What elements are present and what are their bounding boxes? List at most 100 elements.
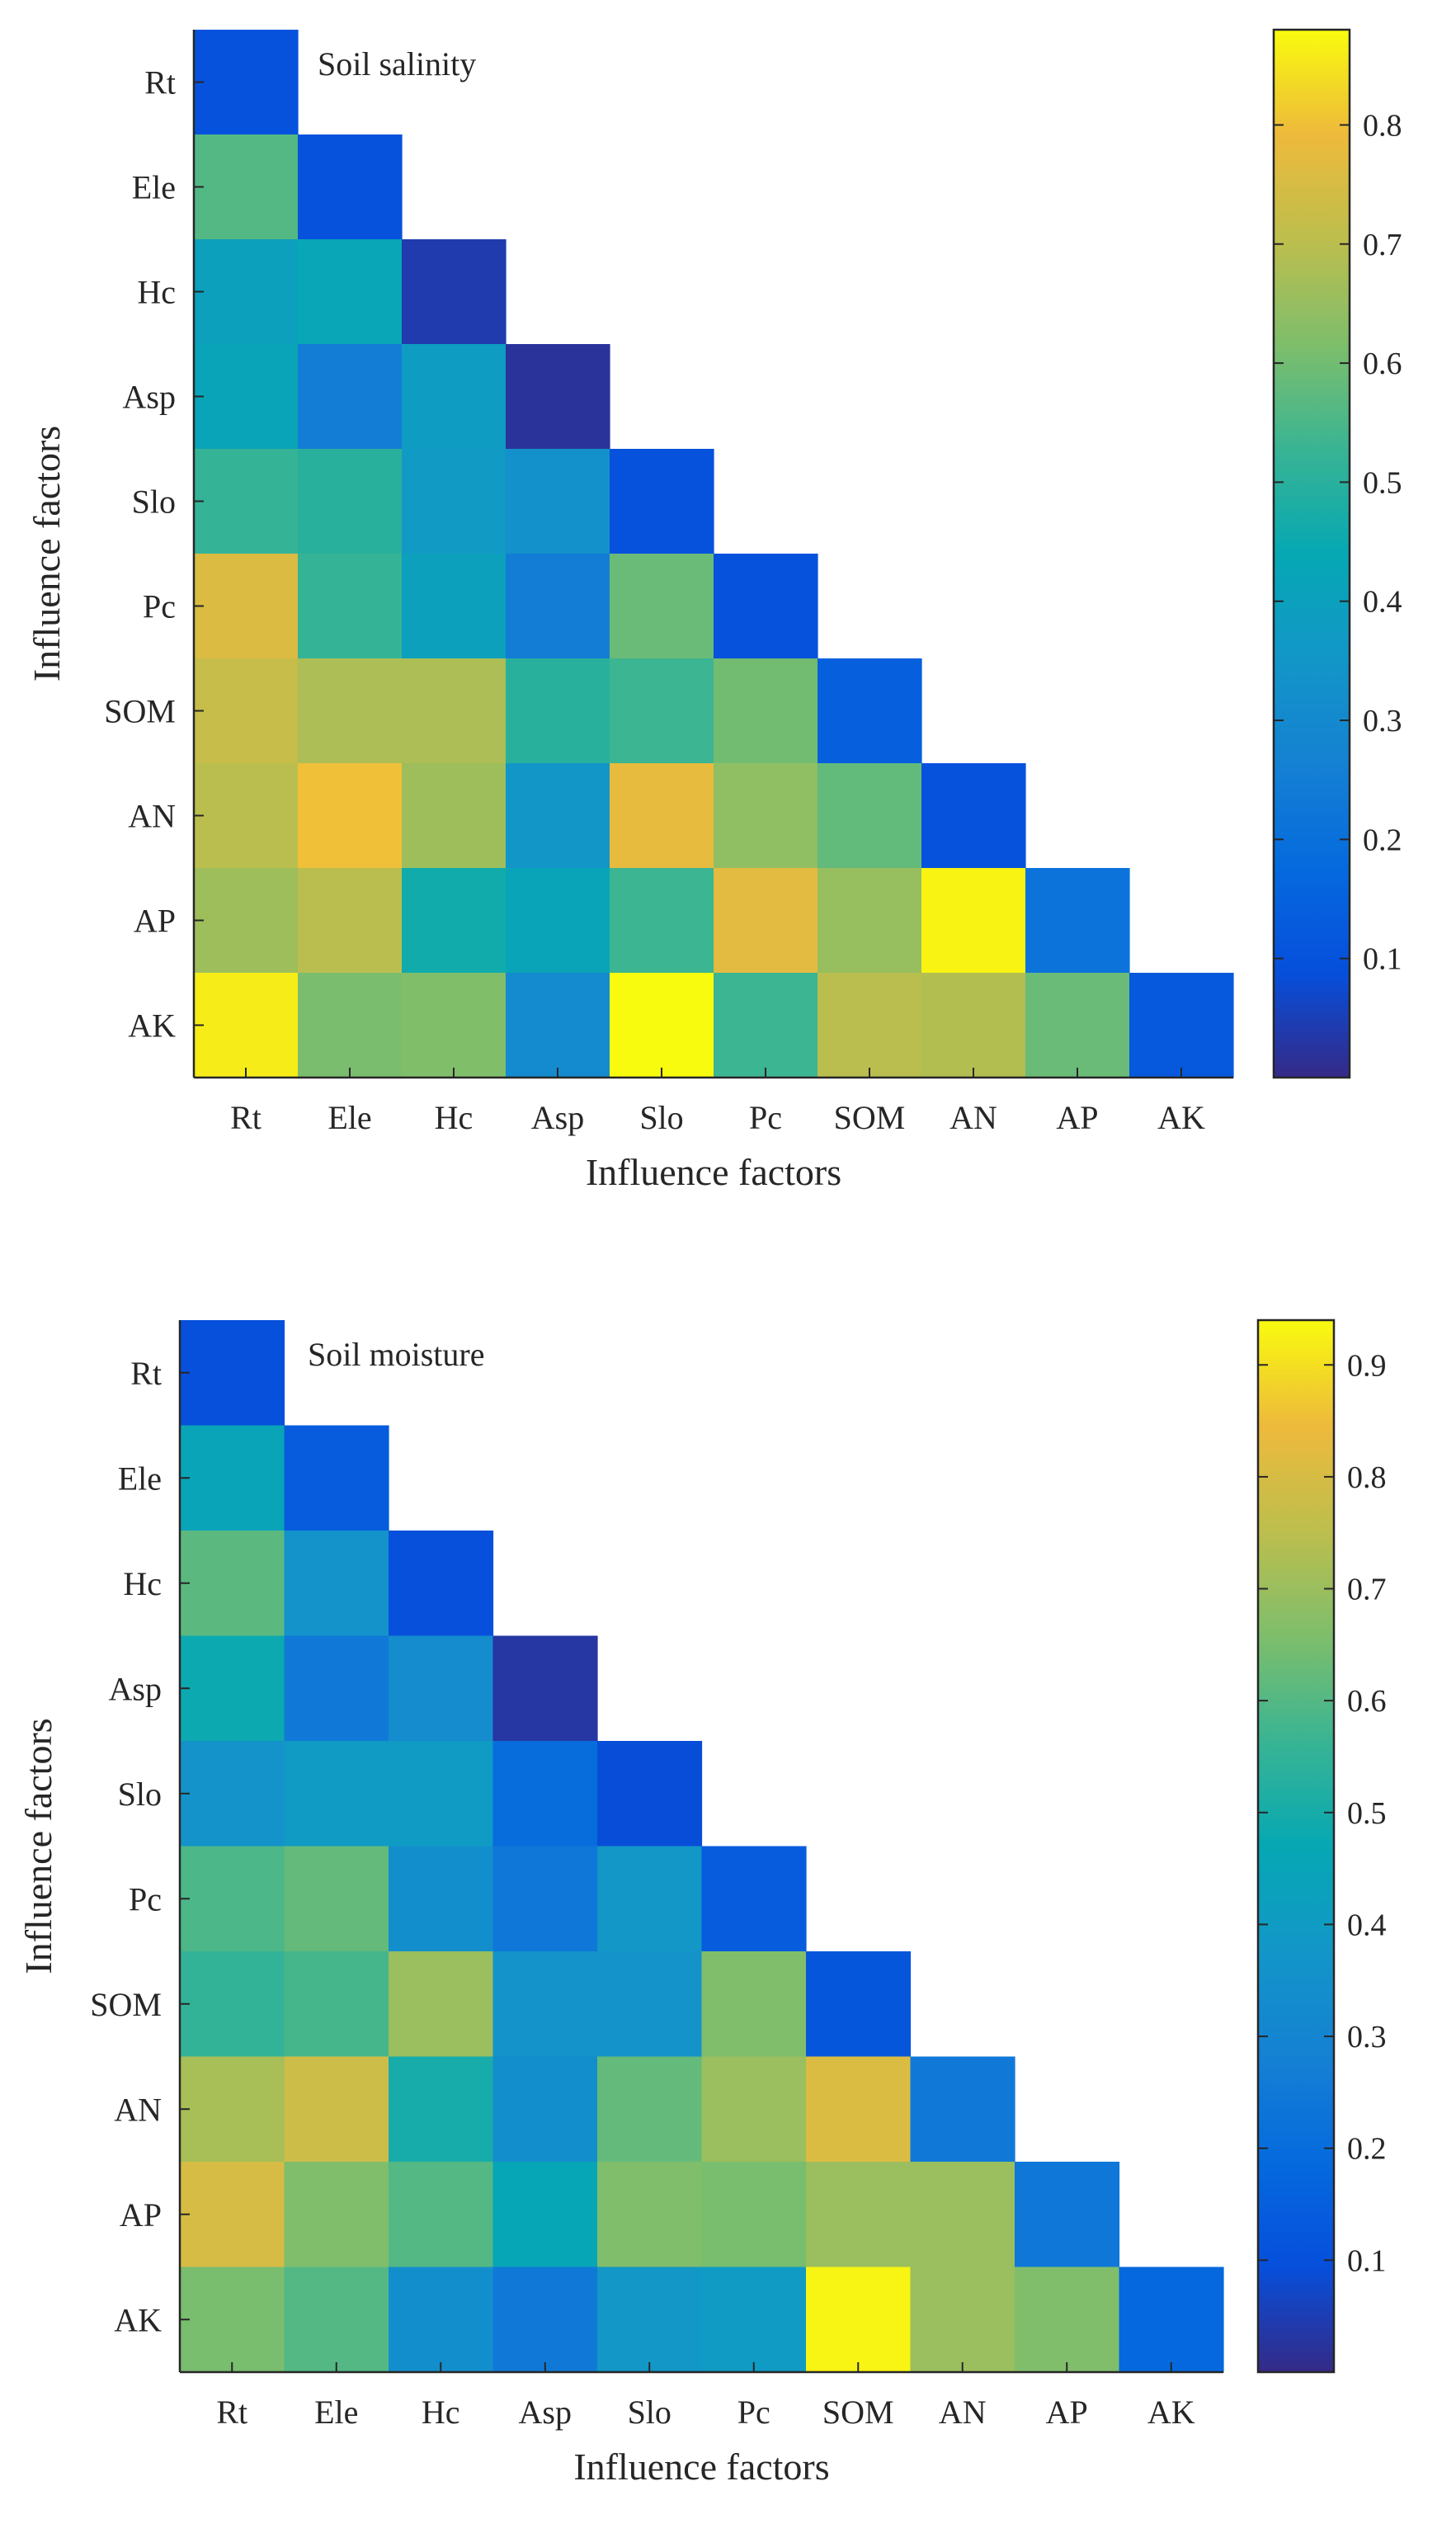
heatmap-cell-AK-Rt <box>180 2266 285 2373</box>
heatmap-cell-SOM-Hc <box>389 1951 494 2058</box>
heatmap-cell-Pc-Pc <box>714 554 818 659</box>
y-axis-label: Influence factors <box>26 426 68 682</box>
heatmap-cell-SOM-Rt <box>180 1951 285 2058</box>
y-tick-label: AK <box>114 2301 162 2338</box>
plot-title: Soil moisture <box>308 1336 484 1373</box>
heatmap-cell-AK-AK <box>1119 2266 1224 2373</box>
heatmap-cell-AK-Rt <box>194 973 299 1078</box>
x-tick-label: Ele <box>327 1099 371 1136</box>
y-tick-label: Ele <box>132 169 176 206</box>
heatmap-cell-Hc-Ele <box>298 239 403 345</box>
colorbar <box>1256 1318 1336 2374</box>
x-axis-label: Influence factors <box>586 1151 841 1193</box>
colorbar-tick-label: 0.7 <box>1363 228 1402 262</box>
heatmap-cell-AP-Asp <box>506 868 610 974</box>
heatmap-cell-Slo-Ele <box>284 1741 389 1847</box>
x-tick-label: Pc <box>737 2394 770 2431</box>
heatmap-cell-AK-Asp <box>506 973 610 1078</box>
colorbar-tick-label: 0.2 <box>1363 823 1402 857</box>
colorbar-tick-label: 0.8 <box>1347 1460 1387 1495</box>
heatmap-cell-Slo-Slo <box>597 1741 703 1847</box>
heatmap-cell-AN-Hc <box>389 2056 494 2163</box>
heatmap-cell-AK-SOM <box>818 973 922 1078</box>
heatmap-cell-AP-SOM <box>818 868 922 974</box>
heatmap-cell-Asp-Rt <box>180 1635 285 1742</box>
y-tick-label: Hc <box>137 274 176 311</box>
heatmap-cell-Pc-Rt <box>180 1846 285 1952</box>
y-tick-label: AN <box>128 798 176 835</box>
heatmap-cell-SOM-Rt <box>194 658 299 764</box>
heatmap-cell-Hc-Rt <box>194 239 299 345</box>
heatmap-cell-Asp-Asp <box>492 1635 598 1742</box>
heatmap-cell-AN-Rt <box>180 2056 285 2163</box>
heatmap-cell-AP-Slo <box>597 2162 703 2268</box>
heatmap-cell-Rt-Rt <box>194 30 299 135</box>
heatmap-cell-AN-Asp <box>492 2056 598 2163</box>
heatmap-cell-Asp-Ele <box>298 344 403 450</box>
heatmap-cell-AK-Ele <box>298 973 403 1078</box>
heatmap-cell-Rt-Rt <box>180 1320 285 1427</box>
y-tick-label: Rt <box>130 1355 162 1392</box>
heatmap-cell-Asp-Rt <box>194 344 299 450</box>
x-tick-label: Hc <box>435 1099 474 1136</box>
heatmap-cell-AP-AN <box>921 868 1026 974</box>
x-tick-label: AP <box>1056 1099 1098 1136</box>
x-tick-label: Asp <box>519 2394 572 2431</box>
x-tick-label: Pc <box>749 1099 782 1136</box>
heatmap-cell-Pc-Asp <box>506 554 610 659</box>
heatmap-cell-AK-AN <box>921 973 1026 1078</box>
heatmap-cell-Pc-Pc <box>701 1846 807 1952</box>
heatmap-cell-Pc-Ele <box>298 554 403 659</box>
colorbar-tick-label: 0.5 <box>1363 465 1402 500</box>
colorbar-tick-label: 0.6 <box>1363 347 1402 381</box>
heatmap-cell-AP-Hc <box>389 2162 494 2268</box>
heatmap-cell-SOM-Pc <box>714 658 818 764</box>
heatmap-cell-AN-AN <box>921 763 1026 869</box>
y-tick-label: Asp <box>109 1670 162 1707</box>
y-tick-label: Hc <box>123 1565 162 1602</box>
x-tick-label: Hc <box>422 2394 460 2431</box>
heatmap-cell-AN-AN <box>910 2056 1015 2163</box>
heatmap-cell-Hc-Rt <box>180 1531 285 1637</box>
heatmap-cell-Pc-Hc <box>389 1846 494 1952</box>
y-tick-label: AP <box>134 903 176 940</box>
heatmap-cell-Slo-Hc <box>389 1741 494 1847</box>
heatmap-cell-Slo-Rt <box>180 1741 285 1847</box>
colorbar-tick-label: 0.7 <box>1347 1573 1387 1607</box>
heatmap-cell-AK-AK <box>1129 973 1234 1078</box>
y-tick-label: Slo <box>132 483 176 521</box>
heatmap-cell-Pc-Asp <box>492 1846 598 1952</box>
heatmap-cell-SOM-Ele <box>284 1951 389 2058</box>
heatmap-cell-AN-Pc <box>714 763 818 869</box>
heatmap-cell-AN-Slo <box>610 763 714 869</box>
colorbar-tick-label: 0.6 <box>1347 1684 1387 1719</box>
heatmap-cell-SOM-SOM <box>806 1951 912 2058</box>
heatmap-cell-AK-Asp <box>492 2266 598 2373</box>
heatmap-cell-AN-SOM <box>818 763 922 869</box>
y-tick-label: Slo <box>118 1776 162 1813</box>
heatmap-cell-AK-SOM <box>806 2266 912 2373</box>
heatmap-cell-Slo-Slo <box>610 449 714 554</box>
y-tick-label: AN <box>114 2091 162 2128</box>
heatmap-cell-Asp-Ele <box>284 1635 389 1742</box>
x-axis-label: Influence factors <box>573 2446 829 2488</box>
heatmap-cell-AN-Slo <box>597 2056 703 2163</box>
heatmap-cell-Slo-Asp <box>492 1741 598 1847</box>
heatmap-cell-Hc-Ele <box>284 1531 389 1637</box>
colorbar-tick-label: 0.1 <box>1363 942 1402 977</box>
colorbar-tick-label: 0.3 <box>1363 704 1402 738</box>
heatmap-cell-AP-AP <box>1025 868 1130 974</box>
heatmap-cell-Hc-Hc <box>389 1531 494 1637</box>
x-tick-label: Ele <box>314 2394 358 2431</box>
heatmap-cell-SOM-Hc <box>402 658 507 764</box>
heatmap-cell-Pc-Slo <box>610 554 714 659</box>
plot-title: Soil salinity <box>318 45 476 83</box>
y-tick-label: Asp <box>123 379 176 416</box>
heatmap-cell-AK-Pc <box>714 973 818 1078</box>
heatmap-cell-AN-Pc <box>701 2056 807 2163</box>
heatmap-cell-Pc-Ele <box>284 1846 389 1952</box>
heatmap-cell-AK-AP <box>1025 973 1130 1078</box>
y-tick-label: SOM <box>104 693 176 730</box>
heatmap-cell-AN-Ele <box>298 763 403 869</box>
